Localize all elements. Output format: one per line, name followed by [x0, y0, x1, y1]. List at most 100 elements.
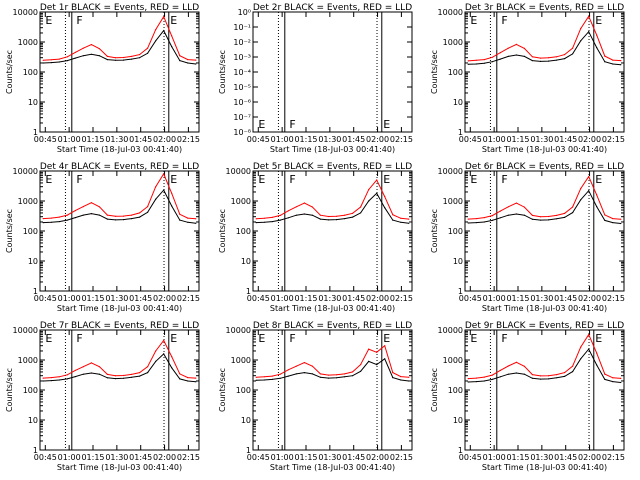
y-tick-label: 100: [23, 227, 38, 236]
x-tick-label: 02:00: [366, 135, 389, 144]
x-tick-label: 01:45: [554, 135, 577, 144]
panel-title: Det 1r BLACK = Events, RED = LLD: [40, 3, 199, 13]
panel-title: Det 2r BLACK = Events, RED = LLD: [253, 3, 412, 13]
series-line-events: [468, 348, 621, 383]
x-tick-label: 01:15: [81, 453, 104, 462]
x-tick-label: 00:45: [459, 453, 482, 462]
y-tick-label: 1: [458, 128, 463, 137]
x-tick-label: 00:45: [459, 135, 482, 144]
x-tick-label: 01:45: [129, 453, 152, 462]
x-tick-label: 01:00: [271, 294, 294, 303]
series-line-lld: [468, 15, 621, 62]
x-tick-label: 02:00: [578, 294, 601, 303]
y-tick-label: 1000: [443, 197, 463, 206]
x-tick-label: 01:30: [105, 294, 128, 303]
panel-title: Det 5r BLACK = Events, RED = LLD: [253, 162, 412, 172]
flag-letter: F: [289, 118, 295, 131]
flag-letter: E: [45, 14, 52, 27]
panel-det-9r: Det 9r BLACK = Events, RED = LLD 1 10 100 10…: [430, 321, 625, 472]
y-tick-label: 1000: [231, 356, 251, 365]
x-axis-label: Start Time (18-Jul-03 00:41:40): [482, 145, 607, 154]
flag-letter: E: [470, 14, 477, 27]
y-axis-label: Counts/sec: [5, 368, 14, 412]
flag-letter: E: [470, 332, 477, 345]
y-tick-label: 1000: [443, 38, 463, 47]
x-tick-label: 01:00: [58, 135, 81, 144]
y-tick-label: 10000: [226, 167, 251, 176]
x-tick-label: 02:15: [602, 294, 625, 303]
flag-letter: F: [501, 14, 507, 27]
y-tick-label: 1: [33, 446, 38, 455]
y-tick-label: 10000: [438, 326, 463, 335]
y-tick-label: 100: [448, 68, 463, 77]
series-line-lld: [43, 15, 196, 61]
panel-det-5r: Det 5r BLACK = Events, RED = LLD 1 10 100 10…: [218, 162, 413, 313]
y-tick-label: 10⁰: [238, 8, 251, 17]
flag-letter: E: [383, 332, 390, 345]
y-tick-label: 10⁻⁵: [233, 83, 251, 92]
y-tick-label: 10000: [438, 8, 463, 17]
y-axis-label: Counts/sec: [430, 50, 439, 94]
y-tick-label: 10: [453, 257, 463, 266]
x-tick-label: 02:15: [390, 294, 413, 303]
y-tick-label: 10: [241, 416, 251, 425]
x-tick-label: 01:00: [483, 453, 506, 462]
y-tick-label: 10: [453, 98, 463, 107]
y-tick-label: 100: [236, 227, 251, 236]
y-tick-label: 10⁻¹: [233, 23, 251, 32]
y-tick-label: 1: [33, 128, 38, 137]
panel-det-1r: Det 1r BLACK = Events, RED = LLD 1 10 100 10…: [5, 3, 200, 154]
y-axis-label: Counts/sec: [5, 209, 14, 253]
x-tick-label: 01:45: [342, 294, 365, 303]
flag-letter: E: [45, 332, 52, 345]
y-tick-label: 1: [246, 287, 251, 296]
panel-det-8r: Det 8r BLACK = Events, RED = LLD 1 10 100 10…: [218, 321, 413, 472]
x-tick-label: 02:15: [390, 453, 413, 462]
y-tick-label: 1000: [443, 356, 463, 365]
y-axis-label: Counts/sec: [5, 50, 14, 94]
x-axis-label: Start Time (18-Jul-03 00:41:40): [482, 304, 607, 313]
x-axis-label: Start Time (18-Jul-03 00:41:40): [270, 145, 395, 154]
x-tick-label: 01:30: [318, 453, 341, 462]
y-tick-label: 100: [448, 227, 463, 236]
flag-letter: E: [258, 118, 265, 131]
x-axis-label: Start Time (18-Jul-03 00:41:40): [57, 304, 182, 313]
flag-letter: F: [501, 173, 507, 186]
x-tick-label: 02:00: [578, 135, 601, 144]
y-tick-label: 10000: [13, 326, 38, 335]
flag-letter: F: [76, 173, 82, 186]
x-tick-label: 01:00: [483, 135, 506, 144]
flag-letter: E: [258, 173, 265, 186]
y-tick-label: 10: [28, 257, 38, 266]
x-tick-label: 01:15: [506, 135, 529, 144]
panel-title: Det 8r BLACK = Events, RED = LLD: [253, 321, 412, 331]
flag-letter: E: [595, 14, 602, 27]
y-tick-label: 10⁻²: [233, 38, 251, 47]
x-tick-label: 02:00: [153, 135, 176, 144]
y-tick-label: 100: [236, 386, 251, 395]
x-tick-label: 01:30: [105, 135, 128, 144]
series-line-events: [256, 192, 409, 224]
series-line-lld: [43, 339, 196, 379]
x-tick-label: 00:45: [34, 294, 57, 303]
x-tick-label: 00:45: [247, 135, 270, 144]
x-axis-label: Start Time (18-Jul-03 00:41:40): [270, 463, 395, 472]
y-tick-label: 10: [28, 416, 38, 425]
x-tick-label: 02:15: [602, 453, 625, 462]
x-tick-label: 02:00: [153, 294, 176, 303]
x-tick-label: 01:15: [81, 294, 104, 303]
series-line-lld: [468, 175, 621, 220]
y-tick-label: 10: [241, 257, 251, 266]
x-tick-label: 01:30: [530, 453, 553, 462]
x-tick-label: 01:45: [129, 294, 152, 303]
y-tick-label: 1000: [18, 38, 38, 47]
x-tick-label: 01:45: [554, 294, 577, 303]
x-tick-label: 01:45: [342, 453, 365, 462]
x-tick-label: 00:45: [247, 453, 270, 462]
x-tick-label: 01:00: [58, 453, 81, 462]
panel-title: Det 3r BLACK = Events, RED = LLD: [465, 3, 624, 13]
flag-letter: E: [170, 14, 177, 27]
panel-title: Det 7r BLACK = Events, RED = LLD: [40, 321, 199, 331]
y-tick-label: 10000: [13, 167, 38, 176]
series-line-events: [256, 358, 409, 382]
